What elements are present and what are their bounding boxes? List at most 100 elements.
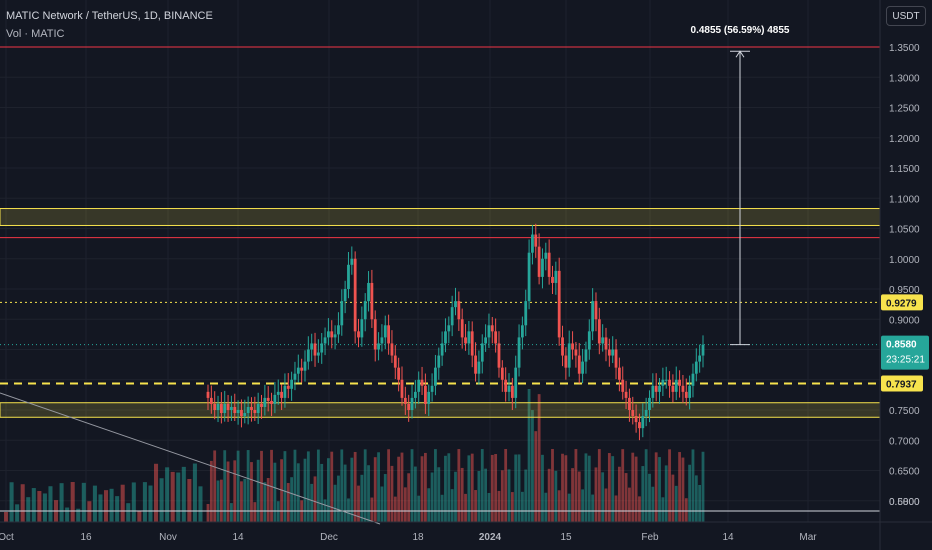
volume-bar: [303, 458, 307, 522]
time-tick-label[interactable]: Oct: [0, 532, 14, 543]
time-axis[interactable]: Oct 16 Nov 14 Dec 18 2024 15 Feb 14 Mar: [0, 521, 932, 543]
candle-body: [413, 391, 417, 398]
candle-body: [658, 385, 661, 392]
candle-body: [407, 403, 411, 410]
candle-body: [577, 355, 581, 374]
candle-body: [310, 343, 314, 350]
price-tick-label[interactable]: 1.0500: [889, 225, 920, 236]
volume-bar: [554, 470, 558, 522]
volume-bar: [567, 493, 571, 522]
price-tick-label[interactable]: 0.6000: [889, 497, 920, 508]
price-tick-label[interactable]: 0.7000: [889, 436, 920, 447]
time-tick-label[interactable]: 14: [722, 532, 734, 543]
volume-bar: [243, 478, 247, 522]
candle-body: [440, 343, 444, 356]
candle-body: [219, 403, 223, 414]
price-tick-label[interactable]: 0.5800: [889, 497, 920, 508]
candle-body: [223, 403, 227, 414]
time-tick-label[interactable]: 2024: [479, 532, 502, 543]
candle-body: [644, 410, 648, 417]
volume-bar: [470, 453, 474, 522]
price-tick-label[interactable]: 1.3000: [889, 73, 920, 84]
candle-body: [678, 379, 681, 386]
price-tick-label[interactable]: 1.1000: [889, 194, 920, 205]
volume-bar: [601, 472, 605, 522]
volume-bar: [230, 503, 233, 522]
candle-body: [641, 416, 645, 429]
price-tick-label[interactable]: 1.1500: [889, 164, 920, 175]
volume-bar: [367, 465, 370, 522]
countdown-timer: 23:25:21: [886, 355, 925, 366]
candle-body: [587, 331, 591, 350]
candle-body: [333, 334, 337, 338]
volume-bar: [353, 451, 357, 522]
volume-bar: [661, 497, 665, 522]
time-tick-label[interactable]: Dec: [320, 532, 338, 543]
volume-bar: [181, 466, 186, 522]
volume-bar: [170, 471, 175, 522]
price-tick-label[interactable]: 1.3500: [889, 43, 920, 54]
time-tick-label[interactable]: 16: [80, 532, 92, 543]
candle-body: [544, 252, 548, 259]
candle-body: [306, 349, 310, 362]
support-resistance-zone: [0, 208, 881, 226]
price-tick-label[interactable]: 0.7500: [889, 406, 920, 417]
currency-button[interactable]: USDT: [886, 6, 926, 26]
price-tick-label[interactable]: 1.2500: [889, 104, 920, 115]
price-tick-label[interactable]: 0.9000: [889, 315, 920, 326]
volume-bar: [454, 471, 457, 522]
time-tick-label[interactable]: 14: [232, 532, 244, 543]
candle-body: [654, 385, 658, 392]
candle-body: [444, 331, 447, 344]
volume-bar: [393, 496, 397, 522]
volume-bar: [447, 453, 451, 522]
volume-bar: [37, 491, 42, 522]
candle-body: [571, 343, 574, 350]
volume-bar: [250, 462, 253, 522]
time-tick-label[interactable]: 18: [412, 532, 424, 543]
candle-body: [537, 246, 541, 277]
time-tick-label[interactable]: Nov: [159, 532, 177, 543]
volume-bar: [691, 449, 695, 522]
candle-body: [621, 379, 625, 392]
volume-bar: [313, 476, 317, 522]
volume-bar: [20, 484, 25, 522]
volume-bar: [266, 478, 270, 522]
price-tick-label[interactable]: 1.0000: [889, 255, 920, 266]
volume-bar: [497, 490, 501, 522]
candle-body: [423, 385, 427, 404]
price-tick-label[interactable]: 1.2000: [889, 134, 920, 145]
candle-body: [490, 325, 494, 332]
time-tick-label[interactable]: 15: [560, 532, 572, 543]
candle-body: [594, 301, 598, 320]
candle-body: [273, 394, 277, 404]
candle-body: [681, 385, 685, 392]
candle-body: [253, 410, 257, 414]
volume-bar: [520, 491, 524, 522]
volume-bar: [236, 450, 240, 522]
volume-bar: [460, 467, 464, 522]
candle-body: [581, 361, 584, 374]
measure-label: 0.4855 (56.59%) 4855: [691, 25, 790, 36]
candle-body: [357, 331, 360, 338]
candle-body: [517, 337, 521, 368]
candle-body: [327, 331, 330, 338]
price-tick-label[interactable]: 0.9500: [889, 285, 920, 296]
time-tick-label[interactable]: Mar: [799, 532, 817, 543]
volume-bar: [233, 460, 237, 522]
candle-body: [437, 355, 441, 368]
volume-indicator-label[interactable]: Vol · MATIC: [6, 28, 65, 40]
volume-bar: [537, 394, 541, 522]
price-tick-label[interactable]: 0.6500: [889, 467, 920, 478]
volume-bar: [674, 485, 678, 522]
candle-body: [557, 270, 561, 338]
volume-bar: [187, 478, 192, 522]
volume-bar: [584, 453, 588, 522]
volume-bar: [561, 453, 564, 522]
candle-body: [387, 325, 391, 344]
volume-bar: [330, 451, 334, 522]
volume-bar: [115, 496, 120, 522]
time-tick-label[interactable]: Feb: [641, 532, 659, 543]
volume-bar: [15, 504, 20, 522]
